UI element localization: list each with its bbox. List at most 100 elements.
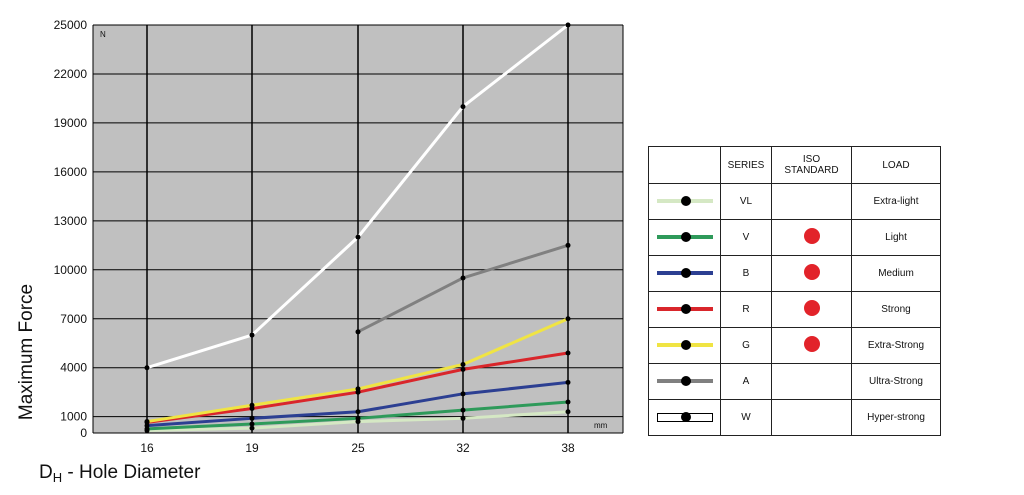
data-point-b xyxy=(249,415,255,421)
legend-load-label: Hyper-strong xyxy=(851,399,941,436)
y-tick-label: 16000 xyxy=(54,165,88,179)
iso-standard-dot xyxy=(803,264,820,280)
data-point-g xyxy=(249,402,255,408)
legend-row-w: W Hyper-strong xyxy=(648,399,941,436)
x-tick-label: 19 xyxy=(245,441,259,455)
legend-header-iso: ISO STANDARD xyxy=(771,146,852,184)
legend-header-iso-line2: STANDARD xyxy=(784,165,839,176)
legend-header-sample xyxy=(648,146,721,184)
grid-lines xyxy=(92,24,624,434)
data-point-v xyxy=(565,399,571,405)
data-point-b xyxy=(460,391,466,397)
iso-standard-dot xyxy=(803,228,820,244)
legend-sample-cell xyxy=(648,363,721,400)
legend-iso-cell xyxy=(771,363,852,400)
y-tick-label: 1000 xyxy=(60,410,87,424)
legend-load-label: Ultra-Strong xyxy=(851,363,941,400)
legend-series-name: W xyxy=(720,399,772,436)
legend-swatch-vl xyxy=(656,195,713,206)
data-point-w xyxy=(460,104,466,110)
legend-row-g: G Extra-Strong xyxy=(648,327,941,364)
x-tick-label: 32 xyxy=(456,441,470,455)
legend-swatch-g xyxy=(656,339,713,350)
legend-row-v: V Light xyxy=(648,219,941,256)
data-point-a xyxy=(355,329,361,335)
data-point-a xyxy=(565,242,571,248)
force-chart: 0 1000 4000 7000 10000 13000 16000 19000 22000 25… xyxy=(16,18,624,485)
x-tick-label: 25 xyxy=(351,441,365,455)
legend-load-label: Strong xyxy=(851,291,941,328)
legend-header-iso-line1: ISO xyxy=(802,154,821,165)
data-point-b xyxy=(355,409,361,415)
y-axis-title: Maximum Force xyxy=(16,284,37,420)
data-point-w xyxy=(565,22,571,28)
legend-iso-cell xyxy=(771,291,852,328)
legend-iso-cell xyxy=(771,183,852,220)
legend-series-name: VL xyxy=(720,183,772,220)
legend-header-load: LOAD xyxy=(851,146,941,184)
data-point-w xyxy=(144,365,150,371)
series-points xyxy=(144,22,571,434)
x-axis-title-subscript: H xyxy=(53,470,62,485)
legend-series-name: V xyxy=(720,219,772,256)
data-point-vl xyxy=(249,425,255,431)
legend-body: VL Extra-light V Light B Medium R Strong G Extra-… xyxy=(648,183,941,436)
legend-sample-cell xyxy=(648,255,721,292)
legend-sample-cell xyxy=(648,219,721,256)
legend-row-b: B Medium xyxy=(648,255,941,292)
data-point-g xyxy=(460,361,466,367)
legend-swatch-marker xyxy=(680,231,691,242)
legend-header-row: SERIES ISO STANDARD LOAD xyxy=(648,146,941,184)
legend-row-vl: VL Extra-light xyxy=(648,183,941,220)
data-point-vl xyxy=(565,409,571,415)
y-tick-label: 19000 xyxy=(54,116,88,130)
legend-series-name: G xyxy=(720,327,772,364)
x-axis-title-rest: - Hole Diameter xyxy=(62,462,201,483)
y-tick-label: 10000 xyxy=(54,263,88,277)
data-point-w xyxy=(249,332,255,338)
data-point-g xyxy=(355,386,361,392)
legend-series-name: B xyxy=(720,255,772,292)
legend-table: SERIES ISO STANDARD LOAD VL Extra-light V L… xyxy=(648,146,941,436)
x-axis-title-main: D xyxy=(39,462,53,483)
x-unit-label: mm xyxy=(594,421,608,430)
data-point-v xyxy=(460,407,466,413)
y-tick-label: 7000 xyxy=(60,312,87,326)
data-point-v xyxy=(249,421,255,427)
legend-row-r: R Strong xyxy=(648,291,941,328)
legend-swatch-marker xyxy=(680,339,691,350)
data-point-w xyxy=(355,234,361,240)
legend-sample-cell xyxy=(648,291,721,328)
legend-load-label: Medium xyxy=(851,255,941,292)
legend-load-label: Light xyxy=(851,219,941,256)
legend-swatch-marker xyxy=(680,195,691,206)
x-tick-labels: 16 19 25 32 38 xyxy=(140,441,575,455)
iso-standard-dot xyxy=(803,336,820,352)
legend-iso-cell xyxy=(771,327,852,364)
legend-load-label: Extra-Strong xyxy=(851,327,941,364)
legend-series-name: R xyxy=(720,291,772,328)
y-unit-label: N xyxy=(100,30,106,39)
data-point-b xyxy=(565,379,571,385)
x-tick-label: 38 xyxy=(561,441,575,455)
legend-swatch-a xyxy=(656,375,713,386)
data-point-a xyxy=(460,275,466,281)
x-tick-label: 16 xyxy=(140,441,154,455)
y-tick-labels: 0 1000 4000 7000 10000 13000 16000 19000 22000 25… xyxy=(54,18,88,440)
y-tick-label: 13000 xyxy=(54,214,88,228)
data-point-r xyxy=(565,350,571,356)
legend-iso-cell xyxy=(771,219,852,256)
legend-swatch-r xyxy=(656,303,713,314)
legend-load-label: Extra-light xyxy=(851,183,941,220)
legend-swatch-marker xyxy=(680,375,691,386)
legend-sample-cell xyxy=(648,183,721,220)
legend-swatch-marker xyxy=(680,411,691,422)
legend-swatch-w xyxy=(656,411,713,422)
legend-swatch-marker xyxy=(680,267,691,278)
legend-row-a: A Ultra-Strong xyxy=(648,363,941,400)
legend-swatch-v xyxy=(656,231,713,242)
data-point-v xyxy=(355,415,361,421)
legend-swatch-b xyxy=(656,267,713,278)
data-point-g xyxy=(565,316,571,322)
data-point-g xyxy=(144,419,150,425)
